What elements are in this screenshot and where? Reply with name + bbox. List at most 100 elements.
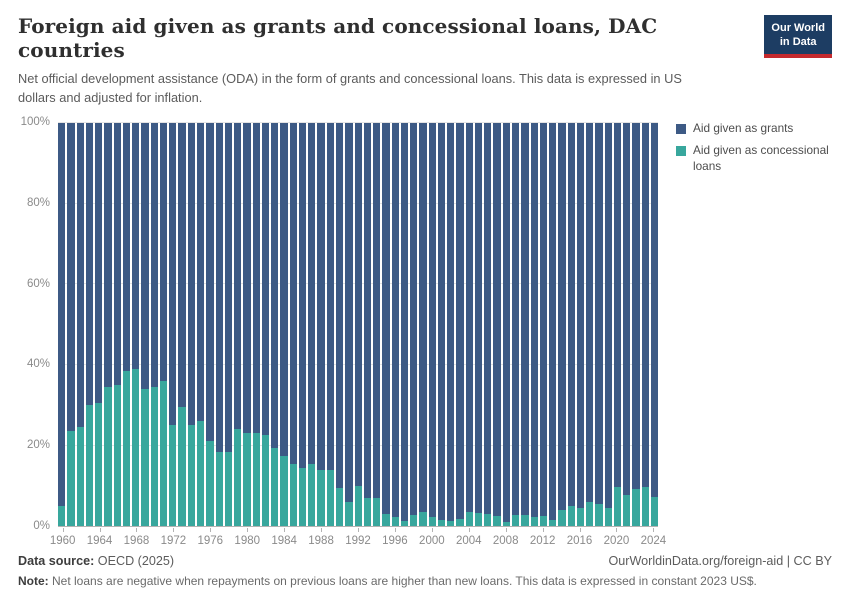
bar-1968[interactable]: [132, 123, 140, 527]
bar-1986[interactable]: [298, 123, 307, 527]
loans-segment: [141, 389, 149, 527]
grants-segment: [400, 123, 409, 522]
bar-1992[interactable]: [354, 123, 362, 527]
x-tick-2004: [468, 528, 470, 533]
bar-2015[interactable]: [567, 123, 575, 527]
x-axis-label-2008: 2008: [492, 535, 519, 548]
loans-segment: [280, 455, 288, 527]
bar-1991[interactable]: [345, 123, 353, 527]
owid-cc-link[interactable]: OurWorldinData.org/foreign-aid | CC BY: [608, 554, 832, 568]
bar-2013[interactable]: [549, 123, 557, 527]
grants-segment: [567, 123, 575, 506]
grants-segment: [493, 123, 501, 517]
grants-segment: [456, 123, 464, 519]
loans-segment: [122, 370, 131, 527]
grants-segment: [76, 123, 84, 428]
bar-2019[interactable]: [604, 123, 612, 527]
bar-1995[interactable]: [382, 123, 390, 527]
bar-1987[interactable]: [308, 123, 316, 527]
bar-2024[interactable]: [651, 123, 659, 527]
bar-1963[interactable]: [85, 123, 94, 527]
bar-1985[interactable]: [289, 123, 297, 527]
bar-1993[interactable]: [363, 123, 372, 527]
bar-1994[interactable]: [373, 123, 381, 527]
bar-1982[interactable]: [261, 123, 270, 527]
bar-1960[interactable]: [58, 123, 66, 527]
bar-1990[interactable]: [335, 123, 344, 527]
loans-segment: [613, 487, 622, 527]
bar-2020[interactable]: [613, 123, 622, 527]
bar-1996[interactable]: [391, 123, 399, 527]
bar-1969[interactable]: [141, 123, 149, 527]
chart-area: 0% 20% 40% 60% 80% 100% 1960 1964 1968 1972 1976 19…: [18, 117, 832, 555]
x-tick-2008: [505, 528, 507, 533]
bar-2000[interactable]: [428, 123, 436, 527]
bar-1988[interactable]: [317, 123, 325, 527]
x-axis-label-2016: 2016: [566, 535, 593, 548]
loans-segment: [410, 514, 418, 527]
bar-1977[interactable]: [215, 123, 223, 527]
bar-2002[interactable]: [447, 123, 455, 527]
loans-segment: [76, 427, 84, 527]
bar-2011[interactable]: [530, 123, 538, 527]
bar-2017[interactable]: [586, 123, 594, 527]
grants-segment: [632, 123, 640, 489]
bar-1980[interactable]: [243, 123, 251, 527]
bar-2004[interactable]: [465, 123, 473, 527]
bar-1965[interactable]: [104, 123, 112, 527]
bar-1998[interactable]: [410, 123, 418, 527]
grants-segment: [465, 123, 473, 512]
bar-1971[interactable]: [159, 123, 168, 527]
bar-2010[interactable]: [521, 123, 529, 527]
bar-2001[interactable]: [437, 123, 446, 527]
bar-2005[interactable]: [474, 123, 483, 527]
bar-1984[interactable]: [280, 123, 288, 527]
bar-2012[interactable]: [539, 123, 548, 527]
bar-2009[interactable]: [512, 123, 520, 527]
bar-1970[interactable]: [150, 123, 158, 527]
bar-1979[interactable]: [234, 123, 242, 527]
bar-1961[interactable]: [67, 123, 75, 527]
grants-segment: [641, 123, 649, 488]
loans-segment: [196, 421, 205, 527]
bar-1962[interactable]: [76, 123, 84, 527]
loans-segment: [113, 385, 121, 527]
x-tick-1968: [136, 528, 138, 533]
bar-1978[interactable]: [224, 123, 233, 527]
loans-segment: [104, 387, 112, 527]
bar-2006[interactable]: [484, 123, 492, 527]
bar-1975[interactable]: [196, 123, 205, 527]
bar-1976[interactable]: [206, 123, 214, 527]
grants-segment: [298, 123, 307, 468]
bar-2007[interactable]: [493, 123, 501, 527]
bar-1983[interactable]: [271, 123, 279, 527]
bar-2021[interactable]: [623, 123, 631, 527]
legend-item-grants[interactable]: Aid given as grants: [676, 121, 832, 136]
x-tick-1996: [394, 528, 396, 533]
bar-1967[interactable]: [122, 123, 131, 527]
bar-1997[interactable]: [400, 123, 409, 527]
bar-2008[interactable]: [502, 123, 511, 527]
bar-1964[interactable]: [95, 123, 103, 527]
bar-2014[interactable]: [558, 123, 566, 527]
bar-1966[interactable]: [113, 123, 121, 527]
bar-2016[interactable]: [576, 123, 585, 527]
loans-segment: [224, 451, 233, 527]
grants-segment: [196, 123, 205, 422]
bar-2003[interactable]: [456, 123, 464, 527]
bar-2018[interactable]: [595, 123, 603, 527]
bar-1974[interactable]: [187, 123, 195, 527]
bar-1999[interactable]: [419, 123, 427, 527]
bar-1972[interactable]: [169, 123, 177, 527]
bar-2023[interactable]: [641, 123, 649, 527]
bar-1989[interactable]: [326, 123, 334, 527]
bar-2022[interactable]: [632, 123, 640, 527]
loans-segment: [530, 516, 538, 527]
grants-segment: [382, 123, 390, 515]
legend-item-loans[interactable]: Aid given as concessional loans: [676, 143, 832, 174]
loans-segment: [373, 497, 381, 527]
bar-1973[interactable]: [178, 123, 186, 527]
grants-segment: [576, 123, 585, 508]
chart-header: Foreign aid given as grants and concessi…: [18, 14, 832, 107]
bar-1981[interactable]: [252, 123, 260, 527]
